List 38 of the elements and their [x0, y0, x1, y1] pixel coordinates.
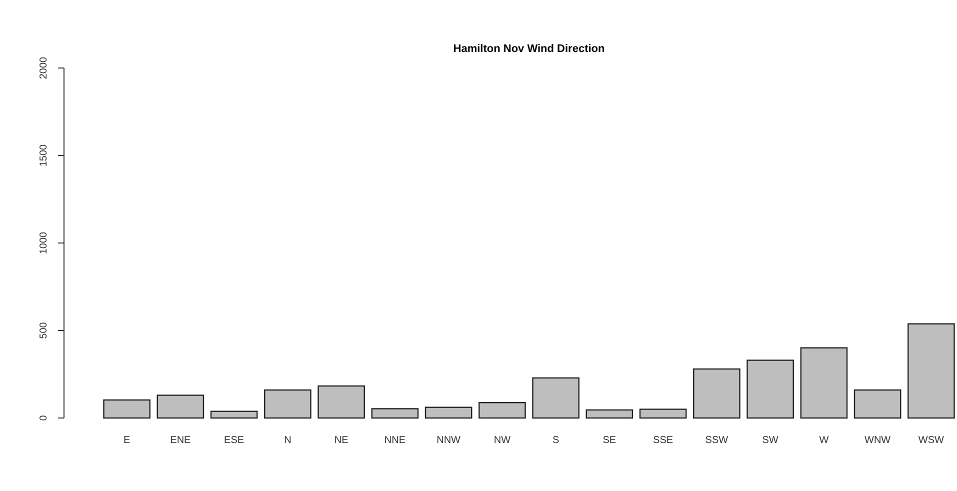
x-tick-label: ENE	[170, 435, 192, 446]
bar	[264, 389, 312, 419]
x-tick-label: SSE	[653, 435, 674, 446]
y-tick-label: 0	[38, 414, 50, 421]
x-tick-label: SW	[762, 435, 779, 446]
x-tick-label: N	[284, 435, 292, 446]
x-tick-label: NNE	[384, 435, 406, 446]
x-tick-label: NNW	[436, 435, 462, 446]
bar	[210, 410, 258, 419]
bar	[693, 368, 740, 419]
x-tick-label: SE	[602, 435, 616, 446]
x-tick-label: SSW	[705, 435, 729, 446]
x-tick-label: W	[819, 435, 830, 446]
bar	[800, 347, 848, 419]
bar	[532, 377, 580, 419]
bar	[156, 394, 204, 419]
bar	[586, 409, 634, 419]
bar	[908, 323, 955, 419]
bar	[639, 408, 687, 419]
bar	[103, 399, 150, 419]
bar	[424, 406, 472, 419]
x-tick-label: WSW	[918, 435, 945, 446]
y-tick-label: 1000	[38, 231, 50, 254]
bar	[746, 360, 794, 419]
x-tick-label: NE	[334, 435, 349, 446]
x-tick-label: WNW	[864, 435, 892, 446]
y-tick-label: 2000	[38, 56, 50, 80]
bar	[854, 389, 902, 419]
y-tick-label: 1500	[38, 144, 50, 167]
x-tick-label: S	[552, 435, 560, 446]
x-tick-label: NW	[494, 435, 512, 446]
x-tick-label: E	[123, 435, 130, 446]
bar	[371, 408, 419, 419]
chart-title: Hamilton Nov Wind Direction	[453, 43, 606, 55]
bar	[478, 402, 526, 419]
x-tick-label: ESE	[224, 435, 244, 446]
y-tick-label: 500	[38, 322, 50, 339]
bar	[318, 385, 365, 419]
